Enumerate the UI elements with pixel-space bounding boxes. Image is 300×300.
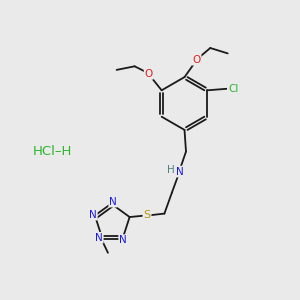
Text: H: H xyxy=(167,165,174,175)
Text: N: N xyxy=(176,167,183,177)
Text: O: O xyxy=(145,69,153,79)
Text: N: N xyxy=(109,196,117,207)
Text: Cl: Cl xyxy=(228,84,238,94)
Text: N: N xyxy=(89,210,97,220)
Text: S: S xyxy=(143,210,151,220)
Text: N: N xyxy=(95,233,103,243)
Text: N: N xyxy=(119,235,127,245)
Text: O: O xyxy=(192,55,201,65)
Text: HCl–H: HCl–H xyxy=(33,145,72,158)
